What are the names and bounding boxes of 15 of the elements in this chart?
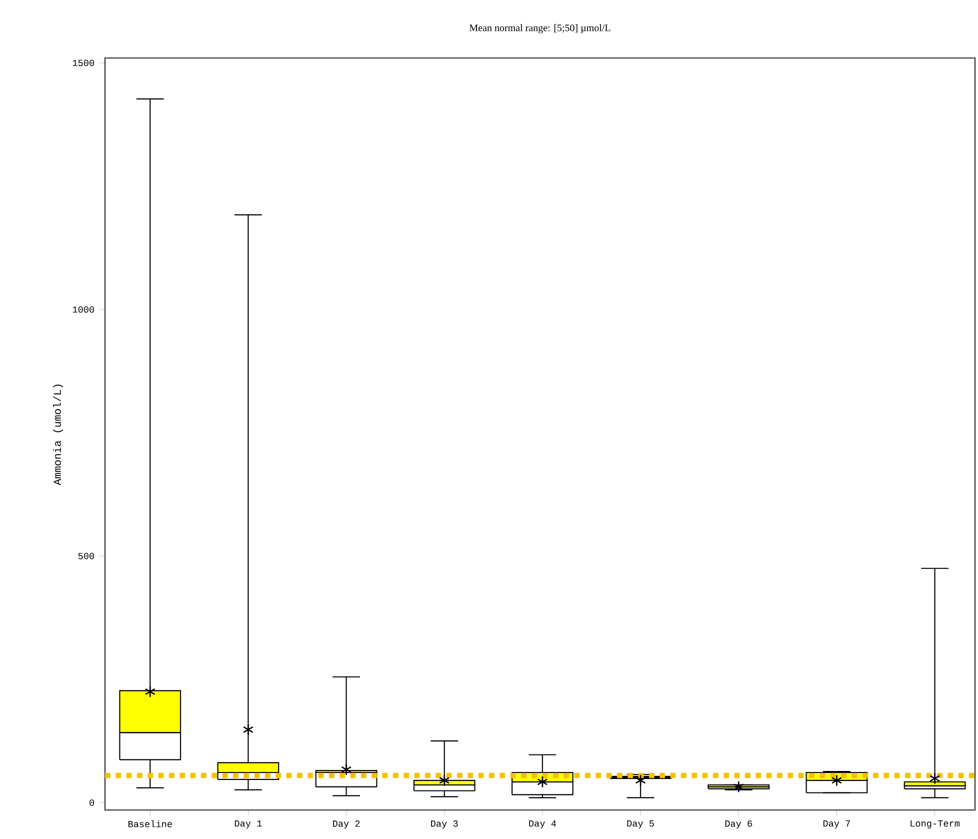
x-tick-label: Day 6 (725, 820, 752, 829)
y-tick-label: 1500 (72, 60, 94, 66)
y-axis-title: Ammonia (umol/L) (53, 384, 64, 486)
y-tick-label: 0 (90, 799, 94, 806)
x-tick-label: Day 2 (333, 820, 360, 829)
x-tick-label: Long-Term (910, 820, 960, 828)
x-tick-label: Day 1 (234, 820, 262, 828)
x-tick-label: Day 3 (431, 820, 458, 829)
chart-title: Mean normal range: [5;50] µmol/L (470, 24, 610, 34)
y-tick-label: 500 (78, 552, 94, 560)
x-tick-label: Baseline (128, 820, 172, 828)
x-tick-label: Day 7 (823, 820, 850, 828)
x-tick-label: Day 5 (627, 820, 654, 828)
x-tick-label: Day 4 (529, 820, 556, 828)
y-tick-label: 1000 (72, 306, 94, 313)
